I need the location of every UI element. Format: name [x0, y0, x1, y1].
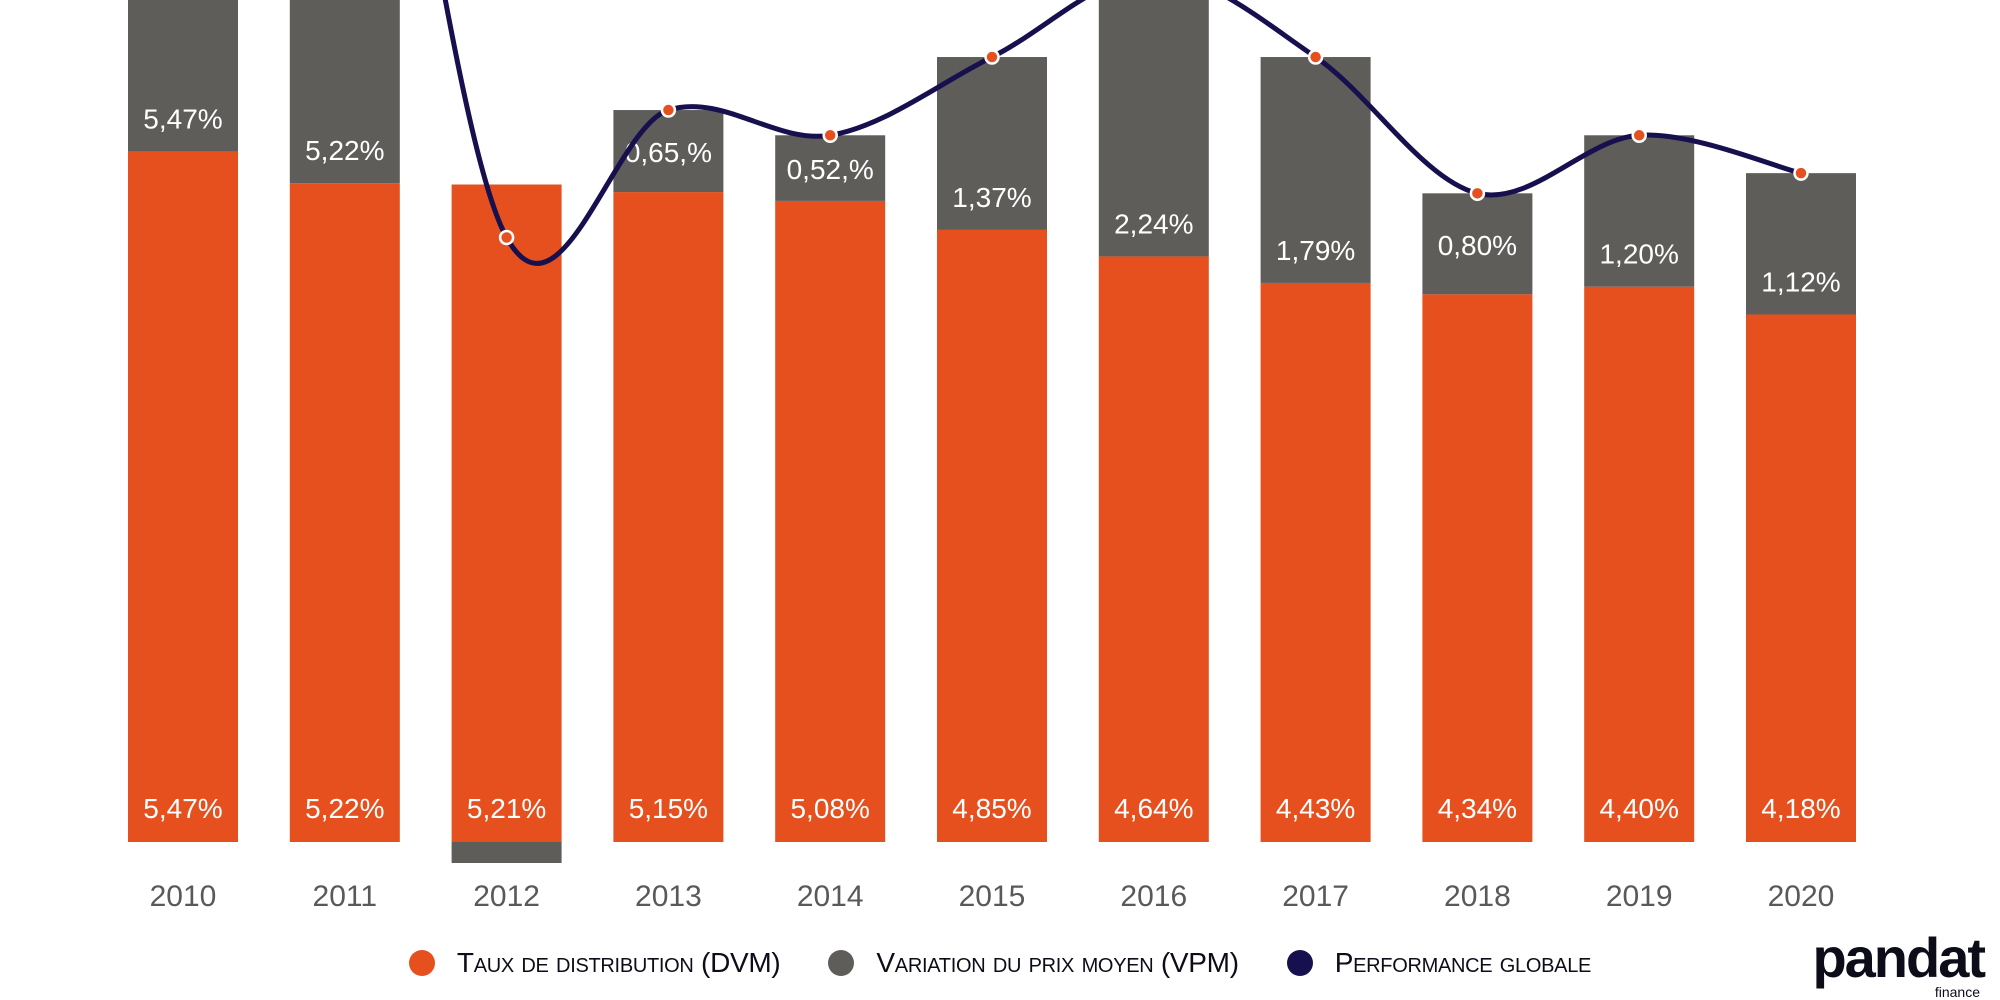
- bar-dvm-2019: [1584, 286, 1695, 843]
- x-tick-label-2011: 2011: [313, 880, 378, 913]
- legend-marker-vpm: [828, 950, 855, 976]
- performance-point-2019: [1631, 127, 1647, 144]
- bar-dvm-2014: [775, 200, 886, 843]
- bar-dvm-2013: [613, 192, 724, 842]
- data-label-vpm-2018: 0,80%: [1438, 230, 1517, 261]
- data-label-dvm-2013: 5,15%: [629, 793, 708, 824]
- legend-item-dvm: Taux de distribution (DVM): [408, 947, 781, 979]
- performance-point-2013: [660, 102, 677, 118]
- legend-item-vpm: Variation du prix moyen (VPM): [828, 947, 1239, 979]
- x-tick-label-2010: 2010: [150, 880, 217, 913]
- performance-point-2012: [498, 229, 515, 246]
- data-label-dvm-2017: 4,43%: [1276, 793, 1355, 824]
- data-label-vpm-2017: 1,79%: [1276, 235, 1355, 266]
- bar-vpm-2010: [128, 0, 238, 152]
- data-label-vpm-2013: 0,65,%: [625, 137, 712, 168]
- bar-vpm-2017: [1260, 57, 1371, 283]
- x-tick-label-2012: 2012: [473, 880, 540, 913]
- bar-dvm-2011: [289, 183, 400, 843]
- data-label-vpm-2016: 2,24%: [1114, 208, 1193, 239]
- x-tick-label-2020: 2020: [1768, 880, 1835, 913]
- legend-label-performance: Performance globale: [1334, 947, 1592, 978]
- data-label-vpm-2010: 5,47%: [143, 104, 222, 135]
- legend-label-dvm: Taux de distribution (DVM): [456, 947, 781, 978]
- bar-dvm-2010: [128, 151, 238, 842]
- bar-vpm-2019: [1584, 135, 1695, 287]
- data-label-vpm-2015: 1,37%: [952, 182, 1031, 213]
- legend-marker-dvm: [408, 950, 435, 976]
- data-label-dvm-2020: 4,18%: [1761, 793, 1840, 824]
- data-label-dvm-2011: 5,22%: [305, 793, 384, 824]
- x-tick-label-2013: 2013: [635, 880, 702, 913]
- performance-point-2017: [1307, 49, 1324, 65]
- logo-subtitle: finance: [1934, 984, 1980, 1000]
- data-label-vpm-2014: 0,52,%: [787, 154, 874, 185]
- bar-dvm-2020: [1746, 314, 1856, 842]
- data-label-dvm-2016: 4,64%: [1114, 793, 1193, 824]
- performance-point-2018: [1469, 185, 1486, 202]
- bar-vpm-2015: [937, 57, 1047, 230]
- x-tick-label-2019: 2019: [1606, 880, 1673, 913]
- x-tick-label-2015: 2015: [959, 880, 1026, 913]
- bar-vpm-2011: [289, 0, 400, 184]
- logo-wordmark: pandat: [1812, 926, 1986, 989]
- performance-point-2014: [822, 127, 838, 144]
- performance-line: [442, 0, 1802, 266]
- bar-vpm-2020: [1746, 173, 1856, 315]
- legend: Taux de distribution (DVM) Variation du …: [0, 938, 2000, 988]
- bar-vpm-2013: [613, 110, 724, 193]
- bar-dvm-2012: [451, 184, 562, 843]
- data-label-dvm-2019: 4,40%: [1599, 793, 1678, 824]
- x-tick-label-2018: 2018: [1444, 880, 1511, 913]
- x-tick-label-2014: 2014: [797, 880, 864, 913]
- legend-item-performance: Performance globale: [1286, 947, 1592, 979]
- x-tick-label-2017: 2017: [1282, 880, 1349, 913]
- legend-label-vpm: Variation du prix moyen (VPM): [876, 947, 1239, 978]
- data-label-dvm-2012: 5,21%: [467, 793, 546, 824]
- bar-vpm-2016: [1098, 0, 1209, 257]
- performance-point-2015: [984, 49, 1000, 65]
- bar-dvm-2015: [937, 229, 1047, 842]
- bar-dvm-2018: [1422, 294, 1533, 842]
- bar-dvm-2016: [1098, 256, 1209, 842]
- data-label-dvm-2010: 5,47%: [143, 793, 222, 824]
- x-tick-label-2016: 2016: [1120, 880, 1187, 913]
- brand-logo: pandat finance: [1812, 930, 1986, 1000]
- data-label-vpm-2020: 1,12%: [1761, 266, 1840, 297]
- data-label-dvm-2015: 4,85%: [952, 793, 1031, 824]
- performance-point-2020: [1793, 165, 1809, 181]
- bar-dvm-2017: [1260, 282, 1371, 843]
- data-label-vpm-2011: 5,22%: [305, 135, 384, 166]
- data-label-dvm-2018: 4,34%: [1438, 793, 1517, 824]
- bar-vpm-2012: [451, 842, 562, 863]
- data-label-dvm-2014: 5,08%: [790, 793, 869, 824]
- data-label-vpm-2019: 1,20%: [1599, 239, 1678, 270]
- bar-vpm-2018: [1422, 193, 1533, 295]
- legend-marker-performance: [1286, 950, 1313, 976]
- bar-vpm-2014: [775, 135, 886, 201]
